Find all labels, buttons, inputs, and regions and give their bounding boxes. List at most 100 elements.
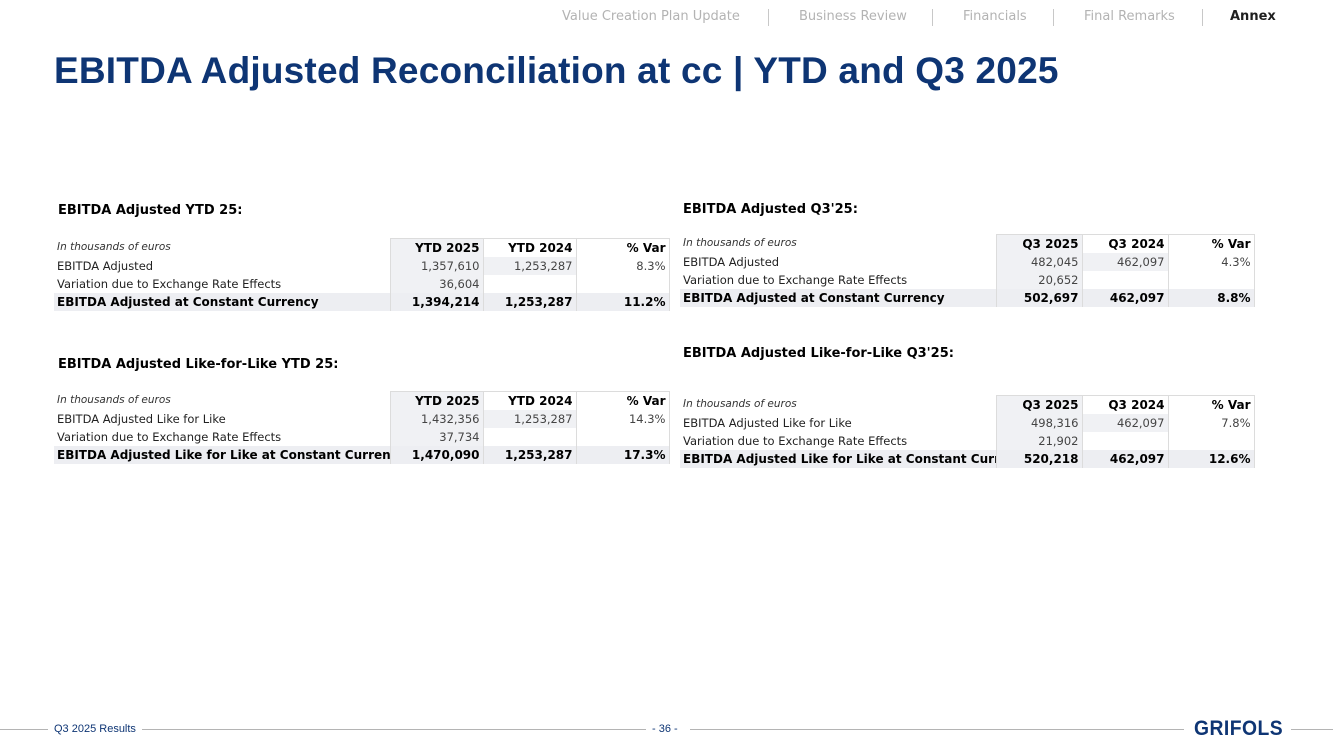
cell-value bbox=[575, 275, 670, 293]
nav-item-final-remarks[interactable]: Final Remarks bbox=[1084, 9, 1175, 24]
column-header: Q3 2024 bbox=[1082, 395, 1169, 414]
cell-value: 20,652 bbox=[995, 271, 1083, 289]
row-label: EBITDA Adjusted Like for Like bbox=[57, 411, 226, 426]
nav-item-financials[interactable]: Financials bbox=[963, 9, 1027, 24]
unit-label: In thousands of euros bbox=[683, 398, 797, 411]
nav-item-annex[interactable]: Annex bbox=[1230, 9, 1276, 24]
cell-value: 1,357,610 bbox=[389, 257, 484, 275]
q3-table-title: EBITDA Adjusted Q3'25: bbox=[683, 202, 858, 217]
row-label: Variation due to Exchange Rate Effects bbox=[683, 433, 908, 448]
cell-value: 502,697 bbox=[995, 289, 1083, 307]
cell-value: 11.2% bbox=[575, 293, 670, 311]
cell-value bbox=[483, 275, 577, 293]
footer-report-label: Q3 2025 Results bbox=[54, 723, 136, 735]
grifols-logo: GRIFOLS bbox=[1194, 717, 1284, 740]
ytd-table-title: EBITDA Adjusted YTD 25: bbox=[58, 203, 243, 218]
footer-divider bbox=[0, 729, 48, 730]
cell-value: 21,902 bbox=[995, 432, 1083, 450]
column-header: YTD 2025 bbox=[389, 391, 484, 410]
column-header: % Var bbox=[575, 391, 670, 410]
page-number: - 36 - bbox=[652, 723, 678, 735]
cell-value: 482,045 bbox=[995, 253, 1083, 271]
column-header: YTD 2025 bbox=[389, 238, 484, 257]
row-label: EBITDA Adjusted Like for Like at Constan… bbox=[54, 446, 390, 464]
cell-value bbox=[1167, 432, 1255, 450]
unit-label: In thousands of euros bbox=[57, 394, 171, 407]
cell-value: 462,097 bbox=[1082, 450, 1169, 468]
cell-value bbox=[1082, 271, 1169, 289]
row-label: EBITDA Adjusted Like for Like at Constan… bbox=[680, 450, 996, 468]
table-row: EBITDA Adjusted 482,045 462,097 4.3% bbox=[680, 253, 1255, 271]
cell-value bbox=[1082, 432, 1169, 450]
lfl-q3-table-title: EBITDA Adjusted Like-for-Like Q3'25: bbox=[683, 346, 954, 361]
cell-value: 498,316 bbox=[995, 414, 1083, 432]
cell-value: 12.6% bbox=[1167, 450, 1255, 468]
cell-value: 7.8% bbox=[1167, 414, 1255, 432]
nav-separator bbox=[932, 9, 933, 26]
table-header-row: In thousands of euros Q3 2025 Q3 2024 % … bbox=[680, 395, 1255, 414]
table-row: Variation due to Exchange Rate Effects 3… bbox=[54, 428, 670, 446]
table-total-row: EBITDA Adjusted Like for Like at Constan… bbox=[680, 450, 1255, 468]
row-label: EBITDA Adjusted bbox=[683, 254, 780, 269]
table-total-row: EBITDA Adjusted at Constant Currency 1,3… bbox=[54, 293, 670, 311]
cell-value: 1,253,287 bbox=[483, 257, 577, 275]
cell-value bbox=[1167, 271, 1255, 289]
table-row: Variation due to Exchange Rate Effects 2… bbox=[680, 432, 1255, 450]
lfl-q3-reconciliation-table: In thousands of euros Q3 2025 Q3 2024 % … bbox=[680, 395, 1255, 468]
table-total-row: EBITDA Adjusted at Constant Currency 502… bbox=[680, 289, 1255, 307]
cell-value: 520,218 bbox=[995, 450, 1083, 468]
column-header: Q3 2025 bbox=[995, 395, 1083, 414]
nav-separator bbox=[1053, 9, 1054, 26]
cell-value: 1,394,214 bbox=[389, 293, 484, 311]
row-label: EBITDA Adjusted at Constant Currency bbox=[54, 293, 390, 311]
column-header: YTD 2024 bbox=[483, 391, 577, 410]
cell-value: 462,097 bbox=[1082, 253, 1169, 271]
q3-reconciliation-table: In thousands of euros Q3 2025 Q3 2024 % … bbox=[680, 234, 1255, 307]
table-header-row: In thousands of euros YTD 2025 YTD 2024 … bbox=[54, 238, 670, 257]
footer-divider bbox=[142, 729, 646, 730]
cell-value: 4.3% bbox=[1167, 253, 1255, 271]
table-header-row: In thousands of euros YTD 2025 YTD 2024 … bbox=[54, 391, 670, 410]
nav-item-value-creation-plan-update[interactable]: Value Creation Plan Update bbox=[562, 9, 740, 24]
footer-divider bbox=[690, 729, 1184, 730]
table-total-row: EBITDA Adjusted Like for Like at Constan… bbox=[54, 446, 670, 464]
nav-separator bbox=[1202, 9, 1203, 26]
cell-value: 1,253,287 bbox=[483, 293, 577, 311]
column-header: Q3 2025 bbox=[995, 234, 1083, 253]
top-navigation: Value Creation Plan Update Business Revi… bbox=[0, 9, 1333, 27]
table-row: EBITDA Adjusted Like for Like 498,316 46… bbox=[680, 414, 1255, 432]
cell-value bbox=[575, 428, 670, 446]
footer-divider bbox=[1291, 729, 1333, 730]
cell-value: 462,097 bbox=[1082, 289, 1169, 307]
column-header: % Var bbox=[575, 238, 670, 257]
row-label: EBITDA Adjusted bbox=[57, 258, 154, 273]
unit-label: In thousands of euros bbox=[57, 241, 171, 254]
cell-value: 462,097 bbox=[1082, 414, 1169, 432]
nav-item-business-review[interactable]: Business Review bbox=[799, 9, 907, 24]
cell-value bbox=[483, 428, 577, 446]
cell-value: 36,604 bbox=[389, 275, 484, 293]
column-header: YTD 2024 bbox=[483, 238, 577, 257]
unit-label: In thousands of euros bbox=[683, 237, 797, 250]
cell-value: 14.3% bbox=[575, 410, 670, 428]
cell-value: 37,734 bbox=[389, 428, 484, 446]
row-label: Variation due to Exchange Rate Effects bbox=[57, 276, 282, 291]
table-row: Variation due to Exchange Rate Effects 2… bbox=[680, 271, 1255, 289]
row-label: EBITDA Adjusted at Constant Currency bbox=[680, 289, 996, 307]
nav-separator bbox=[768, 9, 769, 26]
cell-value: 17.3% bbox=[575, 446, 670, 464]
lfl-ytd-reconciliation-table: In thousands of euros YTD 2025 YTD 2024 … bbox=[54, 391, 670, 464]
page-title: EBITDA Adjusted Reconciliation at cc | Y… bbox=[54, 50, 1059, 91]
column-header: % Var bbox=[1167, 395, 1255, 414]
row-label: Variation due to Exchange Rate Effects bbox=[683, 272, 908, 287]
cell-value: 1,470,090 bbox=[389, 446, 484, 464]
ytd-reconciliation-table: In thousands of euros YTD 2025 YTD 2024 … bbox=[54, 238, 670, 311]
table-header-row: In thousands of euros Q3 2025 Q3 2024 % … bbox=[680, 234, 1255, 253]
row-label: EBITDA Adjusted Like for Like bbox=[683, 415, 852, 430]
cell-value: 1,432,356 bbox=[389, 410, 484, 428]
row-label: Variation due to Exchange Rate Effects bbox=[57, 429, 282, 444]
lfl-ytd-table-title: EBITDA Adjusted Like-for-Like YTD 25: bbox=[58, 357, 339, 372]
cell-value: 1,253,287 bbox=[483, 410, 577, 428]
table-row: Variation due to Exchange Rate Effects 3… bbox=[54, 275, 670, 293]
table-row: EBITDA Adjusted 1,357,610 1,253,287 8.3% bbox=[54, 257, 670, 275]
